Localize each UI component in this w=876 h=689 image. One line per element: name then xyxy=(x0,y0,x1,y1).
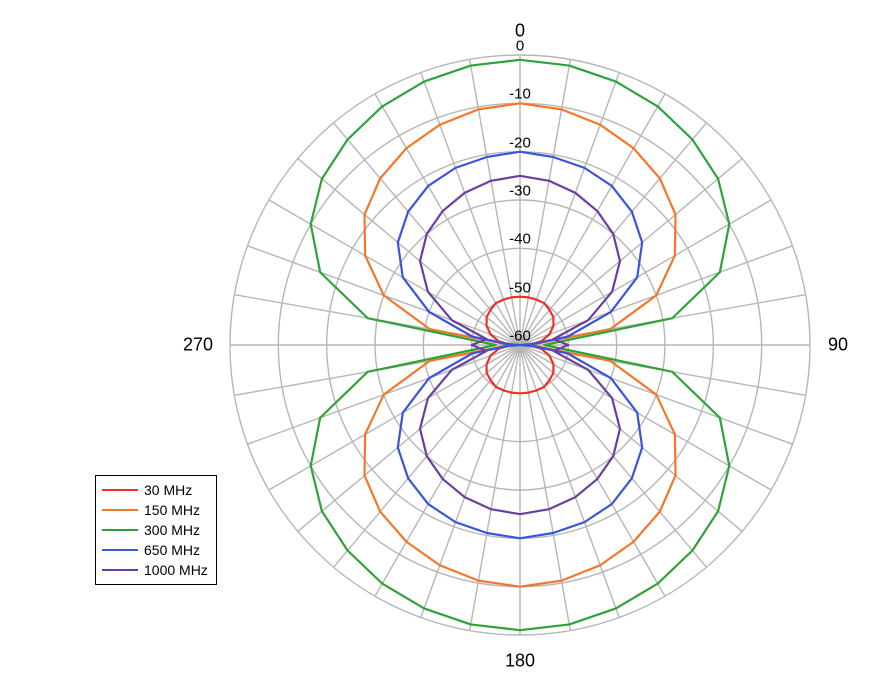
polar-svg xyxy=(0,0,876,689)
radial-label-4: -40 xyxy=(509,231,531,248)
radial-label-3: -30 xyxy=(509,183,531,200)
legend-label: 30 MHz xyxy=(144,482,192,498)
legend-label: 150 MHz xyxy=(144,502,200,518)
legend-item: 1000 MHz xyxy=(102,560,208,580)
radial-label-6: -60 xyxy=(509,328,531,345)
legend-label: 650 MHz xyxy=(144,542,200,558)
angle-label-90: 90 xyxy=(828,335,848,356)
legend-label: 1000 MHz xyxy=(144,562,208,578)
radial-label-1: -10 xyxy=(509,86,531,103)
radial-label-0: 0 xyxy=(516,38,524,55)
radial-label-2: -20 xyxy=(509,134,531,151)
legend-item: 30 MHz xyxy=(102,480,208,500)
angle-label-180: 180 xyxy=(505,651,535,672)
legend-item: 300 MHz xyxy=(102,520,208,540)
angle-label-270: 270 xyxy=(183,335,213,356)
legend-swatch xyxy=(102,549,138,551)
legend: 30 MHz 150 MHz 300 MHz 650 MHz 1000 MHz xyxy=(95,475,217,585)
radial-label-5: -50 xyxy=(509,279,531,296)
legend-swatch xyxy=(102,509,138,511)
legend-label: 300 MHz xyxy=(144,522,200,538)
legend-item: 650 MHz xyxy=(102,540,208,560)
legend-swatch xyxy=(102,489,138,491)
legend-swatch xyxy=(102,529,138,531)
legend-swatch xyxy=(102,569,138,571)
polar-chart: 0 90 180 270 0 -10 -20 -30 -40 -50 -60 3… xyxy=(0,0,876,689)
legend-item: 150 MHz xyxy=(102,500,208,520)
